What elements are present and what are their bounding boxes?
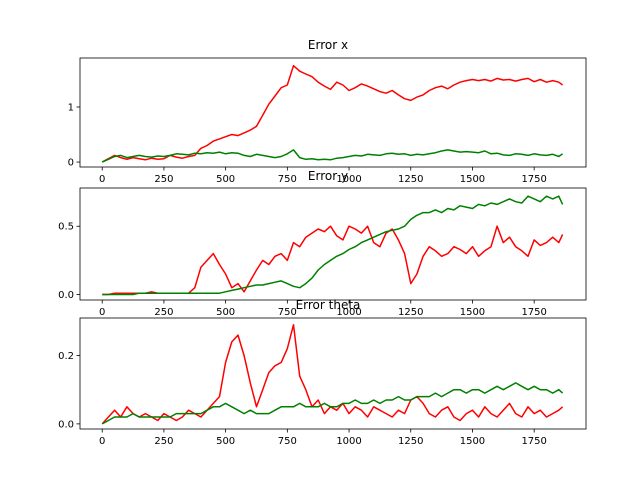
x-tick-label: 750 (278, 174, 297, 185)
x-tick-label: 500 (216, 436, 235, 447)
y-tick-label: 0.2 (58, 351, 74, 362)
x-tick-label: 1250 (398, 436, 423, 447)
x-tick-label: 250 (154, 436, 173, 447)
chart-title: Error x (308, 38, 348, 52)
x-tick-label: 1250 (398, 174, 423, 185)
x-tick-label: 250 (154, 307, 173, 318)
x-tick-label: 1500 (460, 307, 485, 318)
series-line-1 (101, 149, 564, 163)
x-tick-label: 1500 (460, 174, 485, 185)
panel-error-y: 0 250 500 750 1000 1250 1500 1750 0.0 0.5 Error y (58, 169, 587, 318)
x-tick-label: 1000 (336, 436, 361, 447)
axes-frame (79, 57, 587, 168)
y-tick-label: 0.0 (58, 290, 74, 301)
y-tick-label: 0 (68, 158, 74, 169)
x-tick-label: 1750 (521, 174, 546, 185)
panel-error-theta: 0 250 500 750 1000 1250 1500 1750 0.0 0.2 Error th… (58, 298, 587, 447)
axes-frame (79, 187, 587, 301)
x-tick-label: 1000 (336, 307, 361, 318)
x-tick-label: 0 (99, 307, 105, 318)
x-tick-label: 500 (216, 307, 235, 318)
x-tick-label: 1250 (398, 307, 423, 318)
x-tick-label: 750 (278, 436, 297, 447)
chart-title: Error theta (296, 298, 361, 312)
y-tick-label: 0.0 (58, 419, 74, 430)
x-tick-label: 750 (278, 307, 297, 318)
chart-title: Error y (308, 169, 348, 183)
series-line-1 (102, 195, 564, 296)
x-tick-label: 250 (154, 174, 173, 185)
series-line-1 (101, 382, 564, 425)
panel-error-x: 0 250 500 750 1000 1250 1500 1750 0 1 Error x (68, 38, 587, 185)
x-tick-label: 1000 (336, 174, 361, 185)
y-tick-label: 0.5 (58, 222, 74, 233)
x-tick-label: 0 (99, 174, 105, 185)
x-tick-label: 500 (216, 174, 235, 185)
series-line-0 (101, 64, 564, 163)
axes-frame (79, 317, 587, 430)
x-tick-label: 1750 (521, 307, 546, 318)
x-tick-label: 1750 (521, 436, 546, 447)
y-tick-label: 1 (68, 102, 74, 113)
x-tick-label: 1500 (460, 436, 485, 447)
x-tick-label: 0 (99, 436, 105, 447)
series-line-0 (101, 324, 564, 425)
